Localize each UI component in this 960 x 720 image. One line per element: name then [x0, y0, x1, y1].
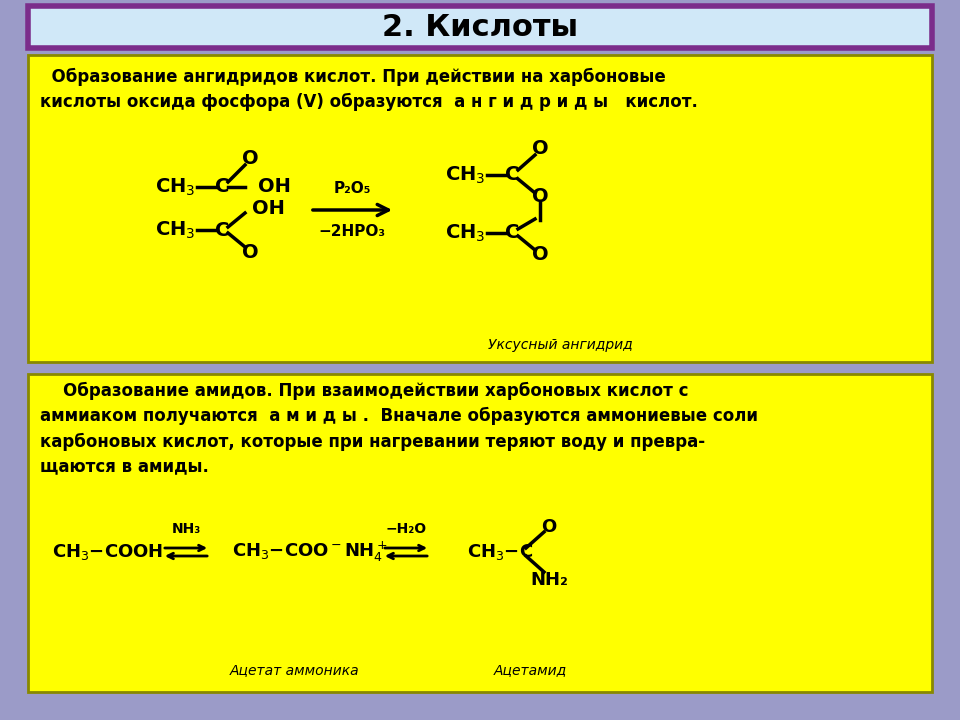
Bar [28, 55, 932, 362]
Bar [28, 374, 932, 692]
Text: OH: OH [258, 178, 291, 197]
Text: C: C [215, 178, 229, 197]
Text: −H₂O: −H₂O [385, 522, 426, 536]
Text: C: C [215, 220, 229, 240]
Text: 2. Кислоты: 2. Кислоты [382, 12, 578, 42]
Text: O: O [541, 518, 557, 536]
Text: NH₃: NH₃ [172, 522, 201, 536]
Text: CH$_3$: CH$_3$ [155, 176, 195, 198]
Text: O: O [242, 243, 258, 263]
Text: P₂O₅: P₂O₅ [333, 181, 371, 196]
Text: CH$_3$−COOH: CH$_3$−COOH [53, 542, 163, 562]
Text: Ацетамид: Ацетамид [493, 663, 566, 677]
Text: Образование ангидридов кислот. При действии на харбоновые
кислоты оксида фосфора: Образование ангидридов кислот. При дейст… [40, 68, 698, 112]
Text: CH$_3$: CH$_3$ [444, 222, 485, 243]
Text: Ацетат аммоника: Ацетат аммоника [230, 663, 360, 677]
Text: C: C [505, 166, 519, 184]
Text: Образование амидов. При взаимодействии харбоновых кислот с
аммиаком получаются  : Образование амидов. При взаимодействии х… [40, 382, 758, 476]
Text: CH$_3$−C: CH$_3$−C [467, 542, 533, 562]
Text: −2HPO₃: −2HPO₃ [319, 224, 386, 239]
Text: OH: OH [252, 199, 285, 217]
Text: O: O [242, 148, 258, 168]
Text: CH$_3$: CH$_3$ [444, 164, 485, 186]
Text: O: O [532, 246, 548, 264]
Text: CH$_3$: CH$_3$ [155, 220, 195, 240]
Text: Уксусный ангидрид: Уксусный ангидрид [488, 338, 633, 352]
FancyBboxPatch shape [28, 6, 932, 48]
Text: CH$_3$−COO$^-$NH$_4^+$: CH$_3$−COO$^-$NH$_4^+$ [232, 540, 388, 564]
Text: C: C [505, 223, 519, 243]
Text: O: O [532, 140, 548, 158]
Text: O: O [532, 187, 548, 207]
Text: NH₂: NH₂ [530, 571, 568, 589]
